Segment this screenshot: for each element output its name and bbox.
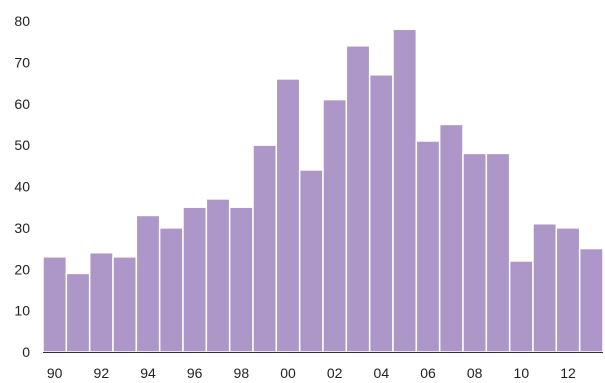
bar-10 — [508, 260, 534, 353]
bar-13 — [578, 247, 604, 353]
y-tick-label: 0 — [22, 344, 30, 360]
x-tick-label: 04 — [374, 365, 390, 381]
x-tick-label: 90 — [47, 365, 63, 381]
x-tick-label: 12 — [560, 365, 576, 381]
bar-02 — [322, 98, 348, 353]
bar-98 — [228, 206, 254, 353]
bar-05 — [392, 28, 418, 353]
bar-96 — [182, 206, 208, 353]
bar-99 — [252, 144, 278, 353]
bar-01 — [298, 169, 324, 353]
bar-12 — [555, 227, 581, 353]
bar-94 — [135, 214, 161, 353]
bar-08 — [462, 152, 488, 353]
bars — [42, 28, 604, 353]
y-tick-label: 40 — [14, 179, 30, 195]
y-tick-label: 80 — [14, 13, 30, 29]
x-tick-label: 06 — [420, 365, 436, 381]
y-tick-label: 20 — [14, 261, 30, 277]
x-tick-label: 94 — [140, 365, 156, 381]
y-tick-label: 60 — [14, 96, 30, 112]
bar-03 — [345, 45, 371, 353]
x-tick-label: 92 — [94, 365, 110, 381]
x-tick-label: 98 — [234, 365, 250, 381]
bar-07 — [438, 123, 464, 353]
x-tick-label: 96 — [187, 365, 203, 381]
bar-90 — [42, 256, 68, 353]
y-tick-label: 70 — [14, 54, 30, 70]
y-tick-label: 10 — [14, 303, 30, 319]
x-tick-label: 02 — [327, 365, 343, 381]
bar-04 — [368, 74, 394, 353]
bar-00 — [275, 78, 301, 353]
bar-95 — [158, 227, 184, 353]
y-tick-label: 50 — [14, 137, 30, 153]
bar-93 — [112, 256, 138, 353]
bar-11 — [532, 222, 558, 353]
x-tick-label: 10 — [514, 365, 530, 381]
x-axis: 90 92 94 96 98 00 02 04 06 08 10 12 — [43, 352, 603, 381]
bar-92 — [88, 251, 114, 353]
x-tick-label: 08 — [467, 365, 483, 381]
bar-97 — [205, 198, 231, 353]
bar-09 — [485, 152, 511, 353]
y-tick-label: 30 — [14, 220, 30, 236]
y-axis: 0 10 20 30 40 50 60 70 80 — [14, 13, 30, 360]
bar-06 — [415, 140, 441, 353]
x-tick-label: 00 — [280, 365, 296, 381]
bar-91 — [65, 272, 91, 353]
